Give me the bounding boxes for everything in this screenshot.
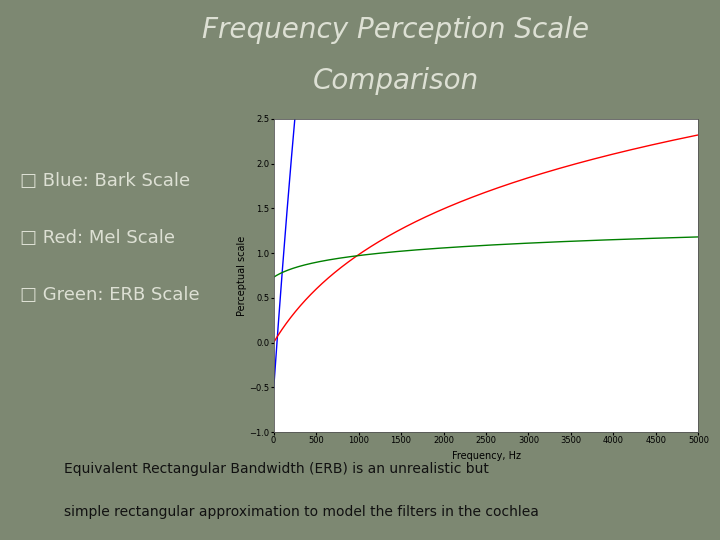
- Text: Frequency Perception Scale: Frequency Perception Scale: [202, 16, 590, 44]
- Text: □ Green: ERB Scale: □ Green: ERB Scale: [20, 286, 199, 303]
- Text: Equivalent Rectangular Bandwidth (ERB) is an unrealistic but: Equivalent Rectangular Bandwidth (ERB) i…: [63, 462, 489, 476]
- Text: □ Red: Mel Scale: □ Red: Mel Scale: [20, 228, 175, 247]
- Text: Comparison: Comparison: [313, 67, 479, 95]
- Y-axis label: Perceptual scale: Perceptual scale: [237, 235, 246, 315]
- Text: □ Blue: Bark Scale: □ Blue: Bark Scale: [20, 172, 190, 190]
- Text: simple rectangular approximation to model the filters in the cochlea: simple rectangular approximation to mode…: [63, 505, 539, 519]
- X-axis label: Frequency, Hz: Frequency, Hz: [451, 451, 521, 461]
